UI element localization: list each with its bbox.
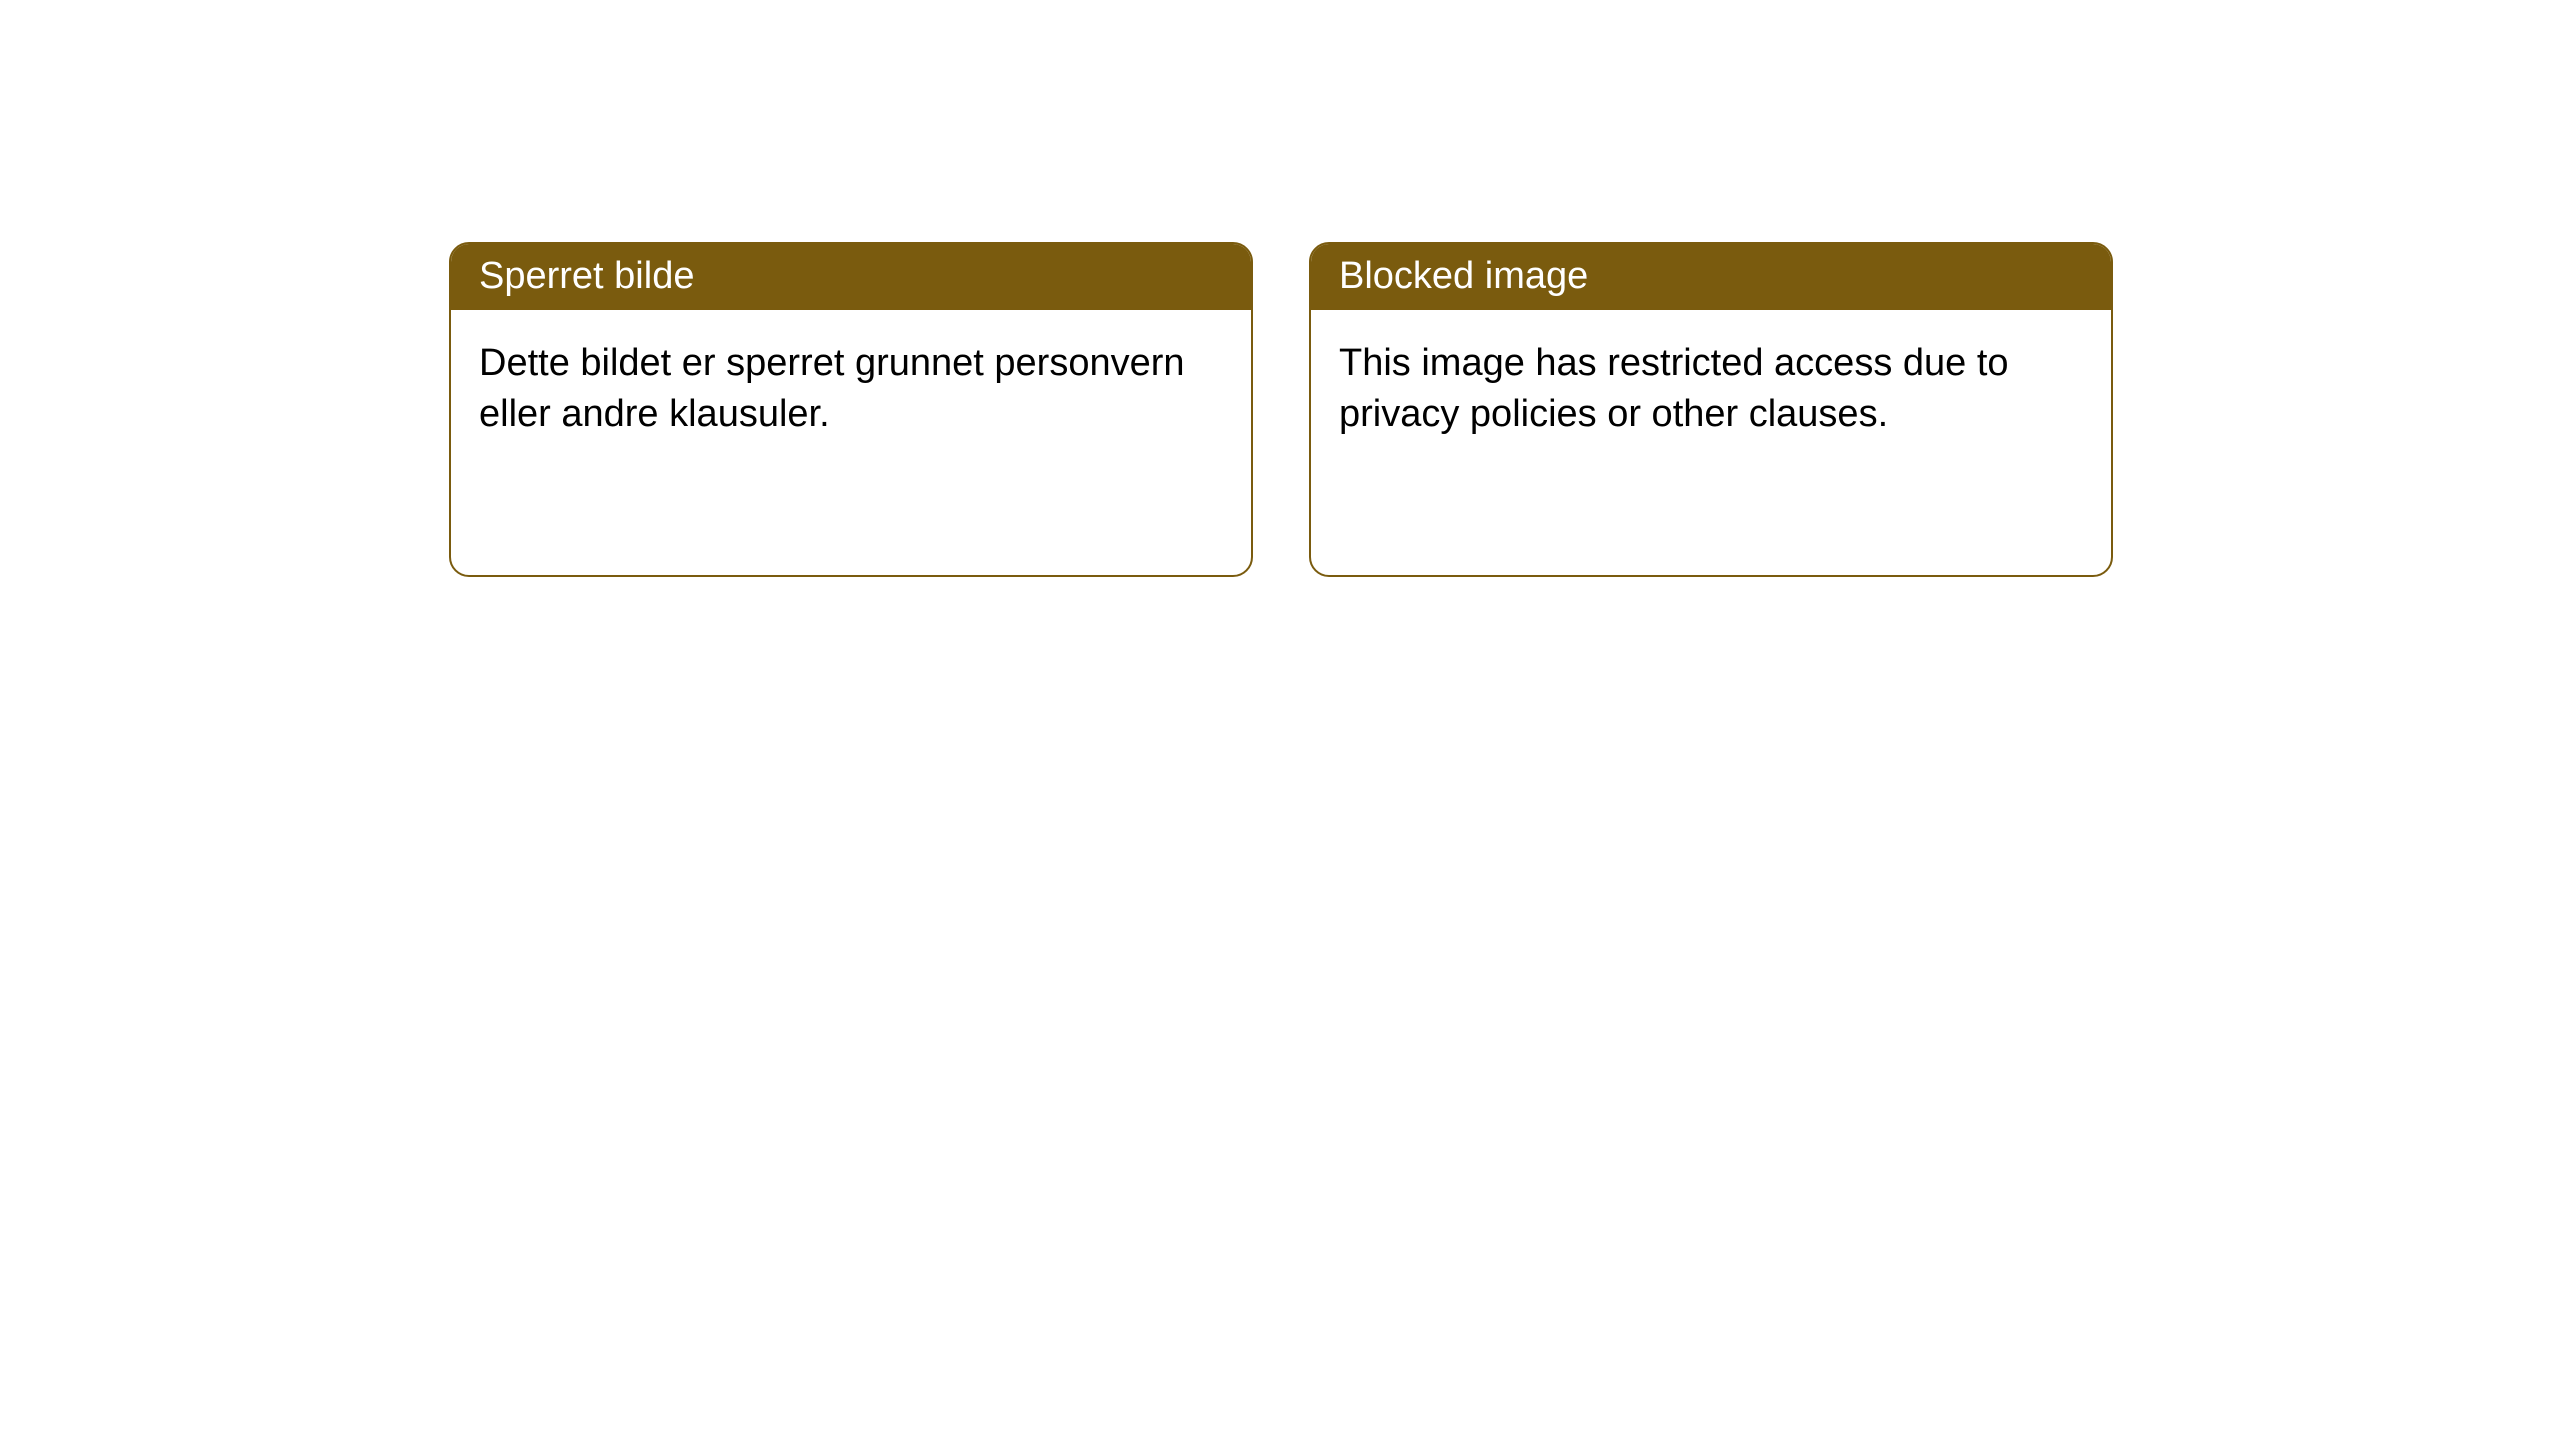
notice-card-norwegian: Sperret bilde Dette bildet er sperret gr… (449, 242, 1253, 577)
notice-card-english: Blocked image This image has restricted … (1309, 242, 2113, 577)
notice-body-norwegian: Dette bildet er sperret grunnet personve… (451, 310, 1251, 469)
notice-title-norwegian: Sperret bilde (451, 244, 1251, 310)
notice-body-english: This image has restricted access due to … (1311, 310, 2111, 469)
notice-title-english: Blocked image (1311, 244, 2111, 310)
notice-cards-container: Sperret bilde Dette bildet er sperret gr… (0, 0, 2560, 577)
